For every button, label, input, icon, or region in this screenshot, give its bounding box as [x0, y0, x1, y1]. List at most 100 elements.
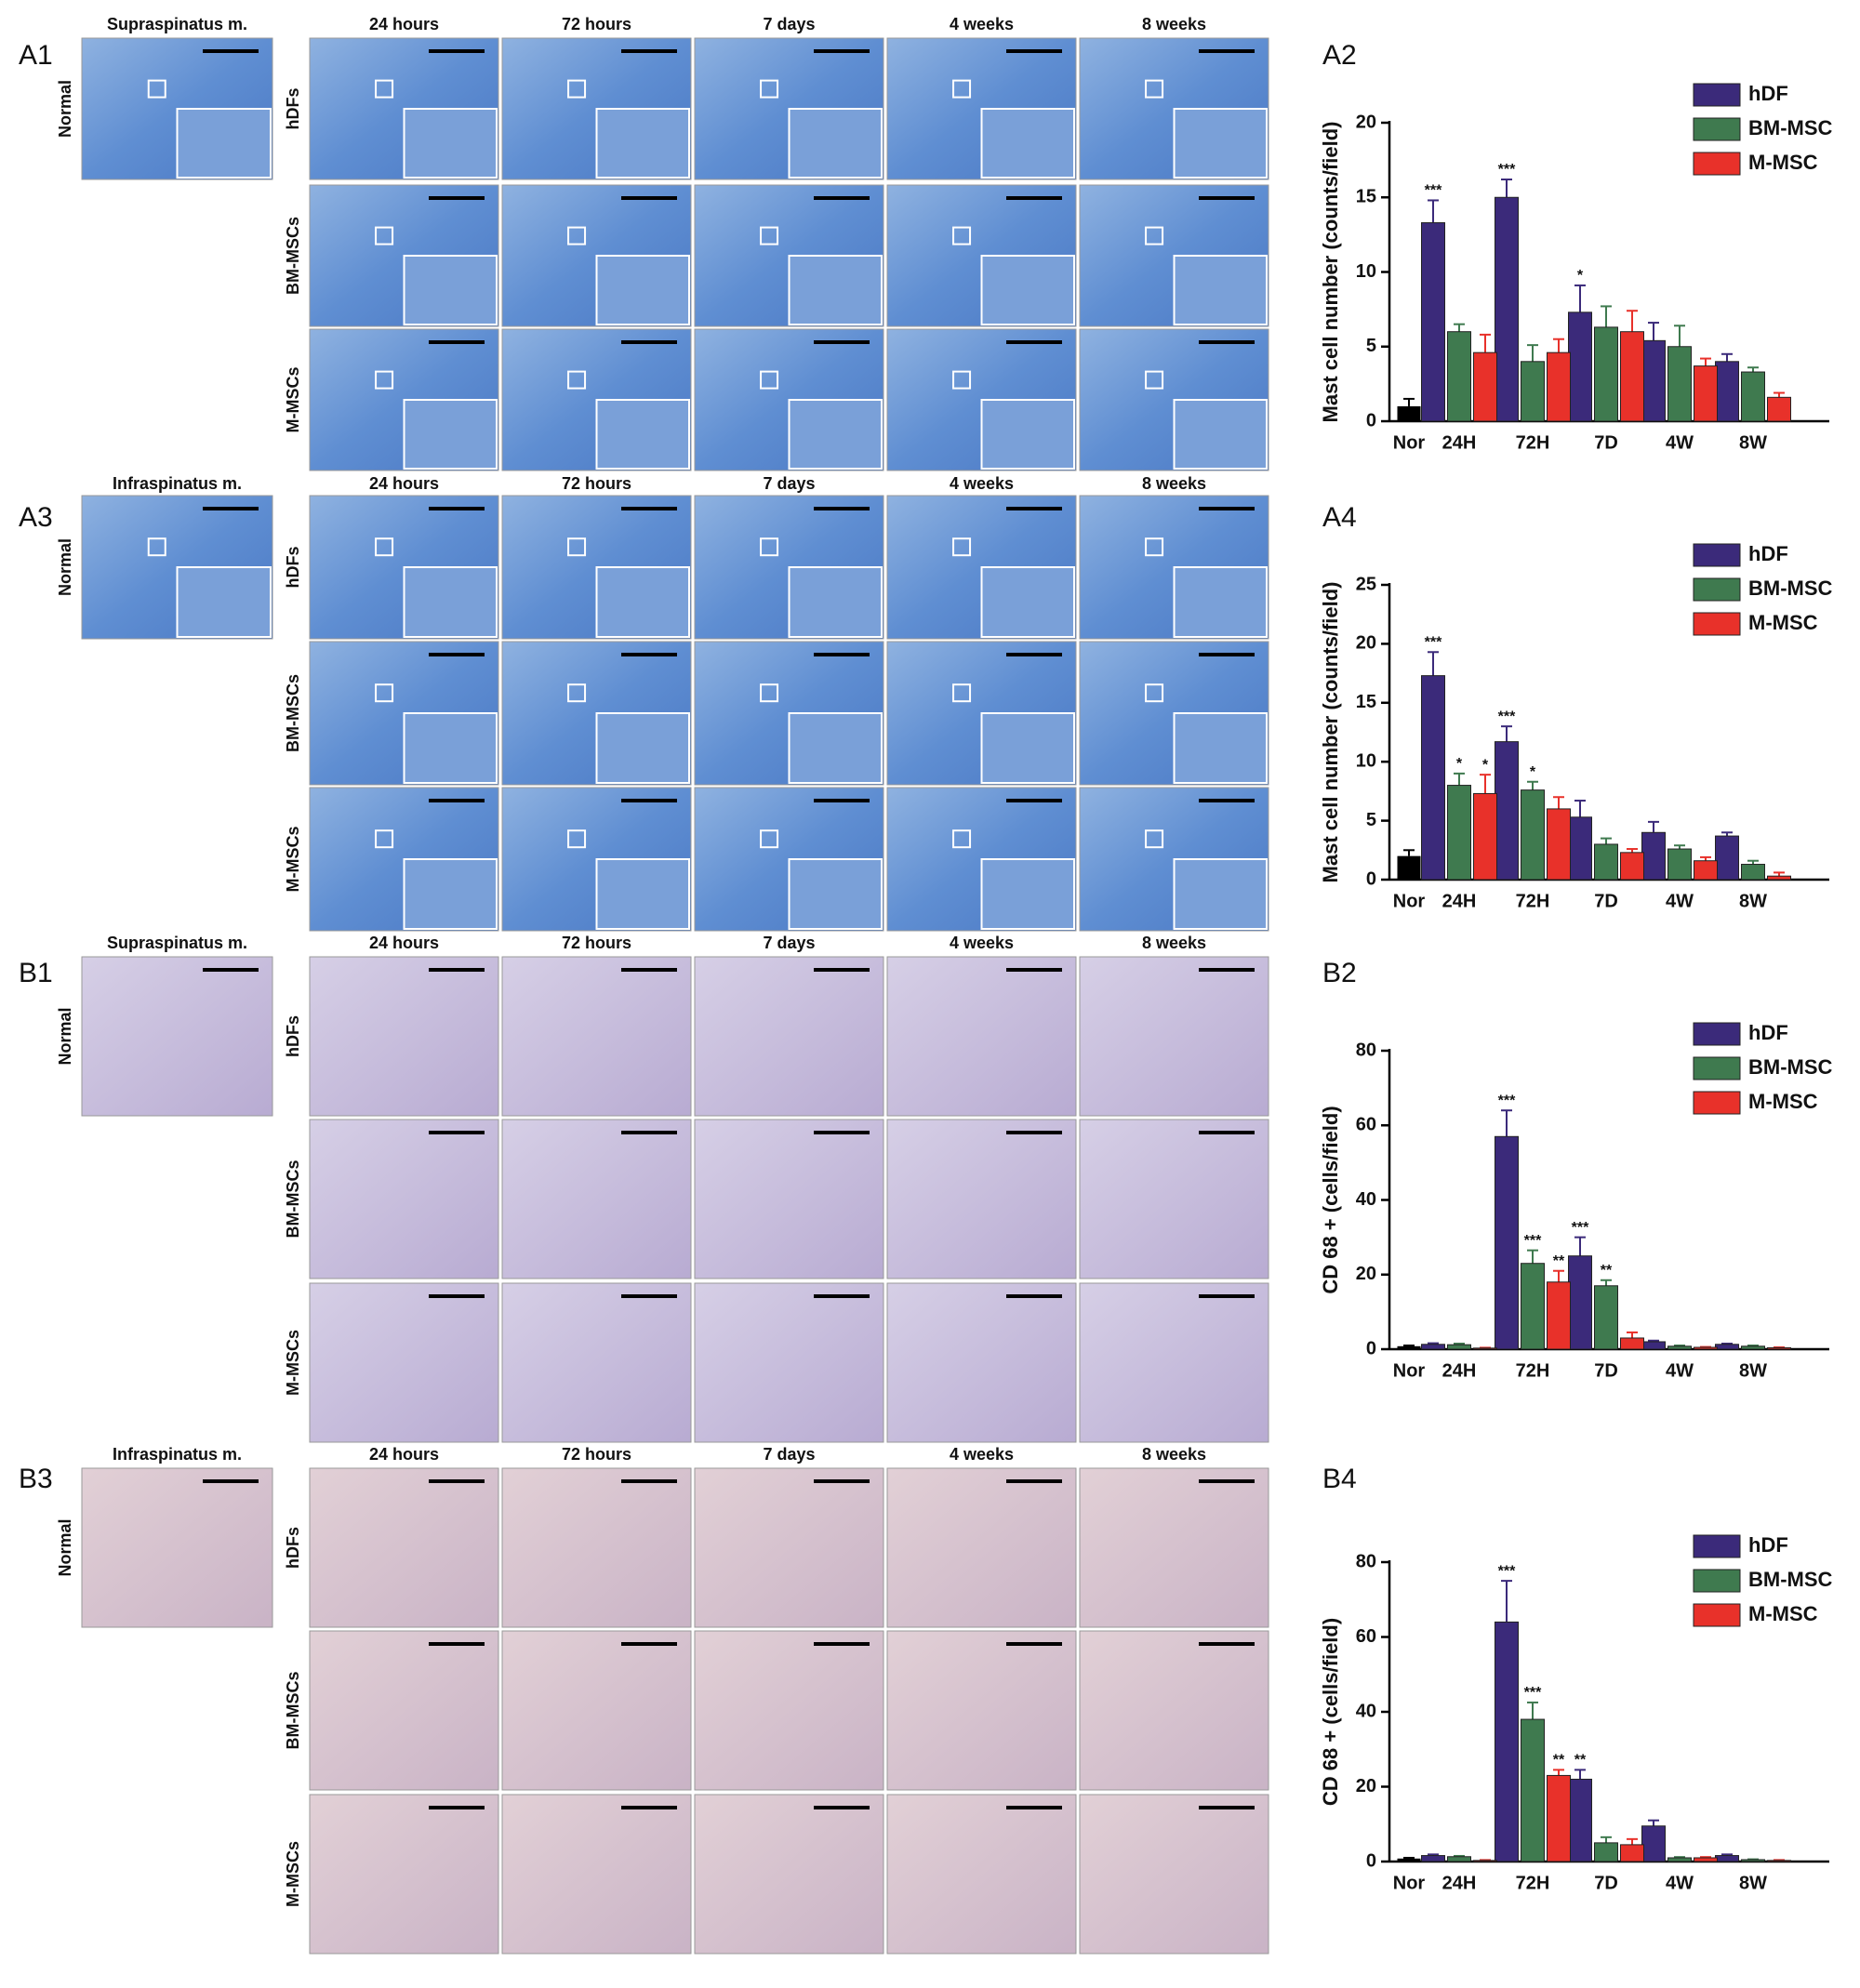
- bar: [1620, 1844, 1644, 1862]
- y-tick-label: 0: [1366, 1850, 1376, 1871]
- x-tick-label: 72H: [1516, 1873, 1550, 1893]
- inset-box: [952, 370, 972, 390]
- inset: [788, 399, 883, 470]
- inset: [1173, 566, 1268, 638]
- micrograph: [886, 1467, 1077, 1628]
- inset: [595, 399, 690, 470]
- micrograph: [694, 1630, 884, 1791]
- bar: [1473, 792, 1497, 881]
- inset-box: [760, 829, 779, 849]
- y-axis-label: CD 68 + (cells/field): [1319, 1618, 1342, 1806]
- inset: [788, 858, 883, 930]
- significance: *: [1577, 268, 1584, 284]
- micrograph: [694, 1467, 884, 1628]
- y-tick-label: 0: [1366, 1338, 1376, 1358]
- tissue-title: Infraspinatus m.: [113, 1445, 242, 1464]
- column-header: 4 weeks: [950, 474, 1014, 493]
- bar: [1521, 789, 1545, 881]
- inset-box: [760, 683, 779, 703]
- micrograph: [1079, 1119, 1269, 1279]
- micrograph: [694, 1282, 884, 1443]
- bar: [1521, 1718, 1545, 1862]
- row-label: BM-MSCs: [284, 1160, 302, 1239]
- inset: [595, 712, 690, 784]
- bar: [1767, 875, 1791, 881]
- inset-box: [567, 370, 587, 390]
- x-tick-label: 72H: [1516, 891, 1550, 911]
- inset-box: [952, 226, 972, 245]
- inset-box: [952, 829, 972, 849]
- y-axis-label: Mast cell number (counts/field): [1319, 122, 1342, 423]
- column-header: 72 hours: [562, 15, 631, 33]
- y-axis-label: CD 68 + (cells/field): [1319, 1106, 1342, 1293]
- x-tick-label: 4W: [1666, 1360, 1694, 1381]
- inset-box: [567, 226, 587, 245]
- significance: ***: [1572, 1220, 1589, 1236]
- inset-box: [1145, 537, 1164, 557]
- x-tick-label: 4W: [1666, 891, 1694, 911]
- row-label: BM-MSCs: [284, 674, 302, 752]
- tissue-title: Infraspinatus m.: [113, 474, 242, 493]
- inset: [403, 712, 498, 784]
- inset-box: [375, 370, 394, 390]
- inset: [595, 566, 690, 638]
- column-header: 72 hours: [562, 1445, 631, 1464]
- micrograph: [309, 1794, 499, 1955]
- inset: [788, 108, 883, 179]
- bar: [1715, 835, 1739, 881]
- bar: [1715, 1855, 1739, 1862]
- y-tick-label: 25: [1356, 574, 1376, 594]
- bar: [1694, 365, 1718, 422]
- panel-label: A2: [1322, 40, 1357, 71]
- significance: *: [1482, 757, 1489, 773]
- bar: [1421, 675, 1445, 881]
- inset-box: [567, 683, 587, 703]
- micrograph: [694, 1119, 884, 1279]
- bar: [1547, 808, 1571, 881]
- micrograph: [309, 1119, 499, 1279]
- significance: *: [1456, 756, 1463, 772]
- micrograph: [501, 1282, 692, 1443]
- inset-box: [760, 226, 779, 245]
- micrograph: [501, 1119, 692, 1279]
- inset: [980, 399, 1075, 470]
- inset: [1173, 255, 1268, 325]
- legend-label: BM-MSC: [1748, 116, 1833, 139]
- bar: [1547, 1774, 1571, 1862]
- column-header: 72 hours: [562, 934, 631, 952]
- inset: [403, 858, 498, 930]
- inset: [980, 712, 1075, 784]
- inset-box: [952, 537, 972, 557]
- legend-swatch: [1693, 1022, 1741, 1046]
- bar: [1667, 1345, 1692, 1350]
- y-tick-label: 0: [1366, 410, 1376, 431]
- bar: [1447, 1344, 1471, 1350]
- legend-label: M-MSC: [1748, 1090, 1818, 1113]
- bar: [1473, 351, 1497, 422]
- legend-label: BM-MSC: [1748, 1055, 1833, 1079]
- significance: ***: [1425, 183, 1442, 199]
- x-tick-label: 8W: [1739, 432, 1767, 453]
- column-header: 8 weeks: [1142, 15, 1206, 33]
- column-header: 8 weeks: [1142, 934, 1206, 952]
- x-tick-label: 72H: [1516, 1360, 1550, 1381]
- legend-swatch: [1693, 1091, 1741, 1115]
- micrograph: [81, 956, 273, 1117]
- bar: [1495, 741, 1519, 881]
- legend-swatch: [1693, 117, 1741, 141]
- inset-box: [760, 79, 779, 99]
- significance: **: [1553, 1753, 1565, 1769]
- y-tick-label: 0: [1366, 868, 1376, 889]
- inset-box: [1145, 79, 1164, 99]
- bar: [1421, 222, 1445, 422]
- bar: [1741, 371, 1765, 422]
- x-tick-label: 24H: [1442, 1873, 1477, 1893]
- column-header: 4 weeks: [950, 15, 1014, 33]
- micrograph: [309, 1282, 499, 1443]
- bar: [1620, 331, 1644, 422]
- bar: [1715, 1344, 1739, 1350]
- bar: [1641, 1341, 1666, 1350]
- legend-label: hDF: [1748, 1021, 1788, 1044]
- bar: [1473, 1860, 1497, 1862]
- bar: [1521, 1263, 1545, 1350]
